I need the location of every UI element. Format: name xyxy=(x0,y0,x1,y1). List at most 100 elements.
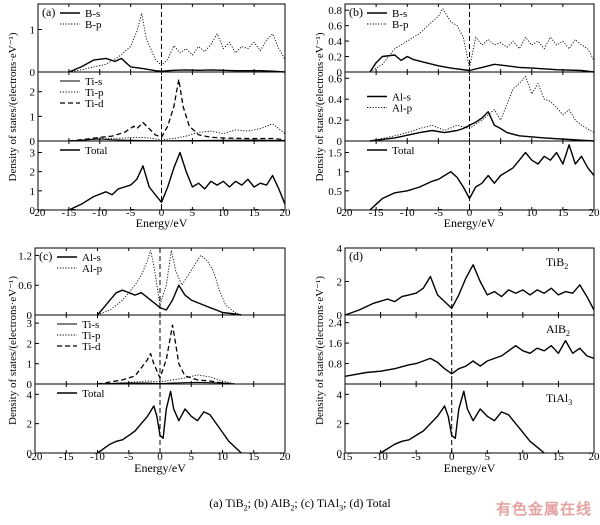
legend-label: B-s xyxy=(392,8,407,20)
x-tick-label: 20 xyxy=(589,451,600,463)
y-tick-label: 0.5 xyxy=(328,186,342,198)
subplot-label: AlB2 xyxy=(546,322,570,338)
y-tick-label: 2 xyxy=(30,87,36,99)
series-line-al-p xyxy=(97,250,242,316)
y-tick-label: 1 xyxy=(30,25,36,37)
legend-label: Al-s xyxy=(392,92,411,104)
subplot-2: 0 1 2 Ti-sTi-pTi-d xyxy=(30,71,286,148)
series-line-alb2 xyxy=(344,339,595,377)
panel-a: 0 1 B-sB-p 0 1 2 Ti-sTi-pTi-d 0 1 2 3 Total (a) -20 -1… xyxy=(7,3,291,230)
subplot-frame xyxy=(37,71,286,142)
legend-label: B-s xyxy=(85,8,100,20)
x-tick-label: 0 xyxy=(467,207,473,219)
series-line-b-s xyxy=(369,54,595,73)
x-tick-label: 5 xyxy=(189,451,195,463)
x-tick-label: -10 xyxy=(92,207,107,219)
legend-label: Ti-s xyxy=(82,319,99,331)
x-tick-label: 15 xyxy=(248,451,260,463)
y-tick-label: 0.4 xyxy=(328,36,342,48)
subplot-1: 0 0.2 0.4 0.6 0.8 B-sB-p xyxy=(328,3,595,79)
x-tick-label: 15 xyxy=(553,451,565,463)
watermark-text: 有色金属在线 xyxy=(495,500,592,518)
y-tick-label: 0 xyxy=(337,136,343,148)
legend-label: Ti-d xyxy=(85,98,104,110)
y-tick-label: 2 xyxy=(337,419,343,431)
subplot-1: 0 0.6 1.2 Al-sAl-p xyxy=(18,247,286,322)
y-tick-label: 0.2 xyxy=(328,52,342,64)
x-tick-label: 15 xyxy=(249,207,261,219)
legend-label: Total xyxy=(392,145,414,157)
x-tick-label: -10 xyxy=(400,207,415,219)
y-tick-label: 2 xyxy=(30,167,36,179)
y-tick-label: 0 xyxy=(30,205,36,217)
series-line-b-p xyxy=(68,12,286,73)
y-axis-label: Density of states/(electrons·eV⁻¹) xyxy=(314,32,326,181)
x-tick-label: 10 xyxy=(218,207,230,219)
panel-label: (d) xyxy=(349,249,363,263)
x-tick-label: 20 xyxy=(589,207,600,219)
subplot-label: TiAl3 xyxy=(546,391,572,407)
y-tick-label: 0 xyxy=(337,310,343,322)
y-tick-label: 1 xyxy=(30,111,36,123)
y-tick-label: 3 xyxy=(27,318,33,330)
y-tick-label: 2.4 xyxy=(328,318,342,330)
series-line-al-s xyxy=(369,111,595,142)
x-tick-label: 10 xyxy=(526,207,538,219)
y-tick-label: 0.8 xyxy=(328,359,342,371)
x-tick-label: 20 xyxy=(280,451,292,463)
series-line-b-s xyxy=(68,57,286,73)
y-tick-label: 1.5 xyxy=(328,148,342,160)
panel-label: (c) xyxy=(39,249,52,263)
panel-c: 0 0.6 1.2 Al-sAl-p 0 1 2 3 Ti-sTi-pTi-d 0 2 4 Total (… xyxy=(7,247,292,475)
series-line-ti-d xyxy=(97,324,236,385)
legend-label: Ti-p xyxy=(82,330,101,342)
x-tick-label: -5 xyxy=(126,207,136,219)
x-axis-label: Energy/eV xyxy=(444,461,496,475)
series-line-total xyxy=(97,390,242,454)
subplot-frame xyxy=(344,71,595,142)
subplot-frame xyxy=(34,314,286,385)
subplot-3: 0 2 4 TiAl3 xyxy=(337,383,595,460)
y-tick-label: 0 xyxy=(27,379,33,391)
legend-label: Ti-s xyxy=(85,76,102,88)
series-line-total xyxy=(68,151,286,211)
y-tick-label: 0.2 xyxy=(328,115,342,127)
legend-label: Al-p xyxy=(392,103,413,115)
x-tick-label: 0 xyxy=(157,451,163,463)
y-axis-label: Density of states/(electrons·eV⁻¹) xyxy=(7,276,19,425)
legend-label: Al-p xyxy=(82,263,103,275)
legend-label: B-p xyxy=(85,19,102,31)
y-tick-label: 4 xyxy=(337,243,343,255)
y-tick-label: 4 xyxy=(337,389,343,401)
x-tick-label: -20 xyxy=(338,207,353,219)
y-axis-label: Density of states/(electrons·eV⁻¹) xyxy=(314,276,326,425)
series-line-tib2 xyxy=(344,264,595,316)
y-tick-label: 0 xyxy=(337,448,343,460)
x-tick-label: -20 xyxy=(31,207,46,219)
x-tick-label: -5 xyxy=(434,207,444,219)
subplot-2: 0 1 2 3 Ti-sTi-pTi-d xyxy=(27,314,286,391)
x-axis-label: Energy/eV xyxy=(136,216,188,230)
y-tick-label: 4 xyxy=(27,389,33,401)
y-tick-label: 0 xyxy=(30,67,36,79)
x-tick-label: -5 xyxy=(412,451,422,463)
y-tick-label: 2 xyxy=(27,419,33,431)
y-tick-label: 0.6 xyxy=(328,21,342,33)
y-tick-label: 1.2 xyxy=(18,250,32,262)
x-tick-label: -10 xyxy=(373,451,388,463)
series-line-ti-p xyxy=(97,374,236,385)
x-tick-label: -10 xyxy=(90,451,105,463)
y-tick-label: 0.4 xyxy=(328,94,342,106)
panel-b: 0 0.2 0.4 0.6 0.8 B-sB-p 0 0.2 0.4 0.6 Al-sAl-p 0 0.… xyxy=(314,3,600,230)
y-tick-label: 0 xyxy=(27,310,33,322)
legend-label: Al-s xyxy=(82,252,101,264)
x-tick-label: 0 xyxy=(159,207,165,219)
x-tick-label: -15 xyxy=(59,451,74,463)
legend-label: Ti-p xyxy=(85,87,104,99)
subplot-2: 0.8 1.6 2.4 AlB2 xyxy=(328,314,595,385)
series-line-b-p xyxy=(369,8,595,73)
x-tick-label: 5 xyxy=(498,207,504,219)
y-tick-label: 0.6 xyxy=(328,73,342,85)
